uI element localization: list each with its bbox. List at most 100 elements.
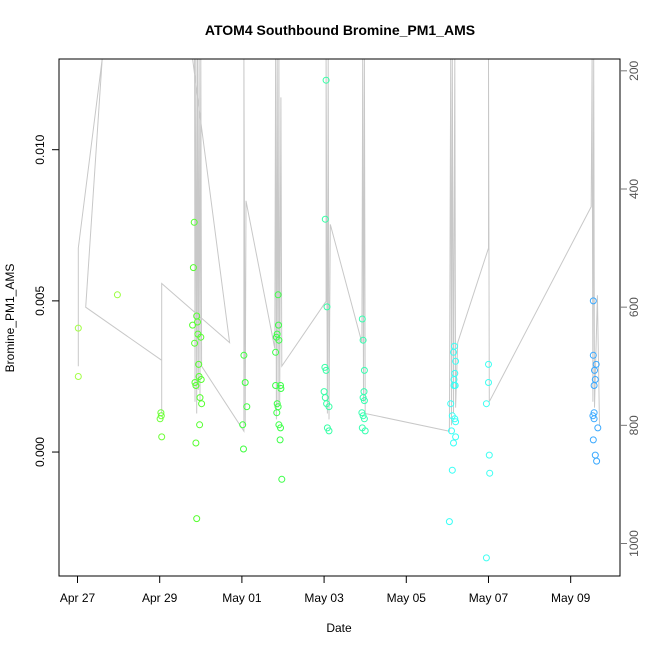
data-point xyxy=(593,457,601,465)
data-point xyxy=(74,373,82,380)
data-point xyxy=(240,445,247,453)
data-point xyxy=(452,357,460,365)
y-axis-label: Bromine_PM1_AMS xyxy=(3,264,17,373)
data-point xyxy=(193,515,201,523)
data-point xyxy=(275,321,282,329)
right-tick-label: 200 xyxy=(627,60,641,80)
data-point xyxy=(273,330,281,338)
data-point xyxy=(448,466,456,474)
data-point xyxy=(323,303,331,311)
right-tick-label: 1000 xyxy=(627,530,641,557)
right-tick-label: 400 xyxy=(627,179,641,199)
data-point xyxy=(197,376,205,383)
data-point xyxy=(277,382,284,389)
data-point xyxy=(325,427,333,435)
data-point xyxy=(273,409,281,417)
data-point xyxy=(486,469,494,477)
data-point xyxy=(450,439,457,447)
right-axis: 200 400 600 800 1000 xyxy=(620,60,641,557)
data-point xyxy=(452,433,460,441)
data-point xyxy=(277,385,285,392)
chart-title: ATOM4 Southbound Bromine_PM1_AMS xyxy=(205,22,475,38)
data-point xyxy=(192,382,200,389)
data-point xyxy=(273,400,281,408)
x-tick-label: May 01 xyxy=(222,591,262,605)
data-point xyxy=(277,424,284,432)
data-point xyxy=(594,424,602,432)
data-point xyxy=(322,76,330,84)
x-axis: Apr 27 Apr 29 May 01 May 03 May 05 May 07 May … xyxy=(60,575,591,605)
x-tick-label: May 07 xyxy=(469,591,509,605)
data-point xyxy=(451,382,459,389)
data-point xyxy=(320,388,328,396)
data-point xyxy=(358,409,366,417)
right-tick-label: 600 xyxy=(627,297,641,317)
x-tick-label: May 09 xyxy=(551,591,591,605)
y-tick-label: 0.005 xyxy=(33,286,47,316)
data-point xyxy=(243,403,251,411)
data-point xyxy=(156,415,164,423)
data-point xyxy=(276,436,284,444)
data-point xyxy=(451,415,459,423)
data-point xyxy=(241,379,249,386)
data-point xyxy=(485,451,493,459)
data-point xyxy=(359,336,367,344)
y-tick-label: 0.000 xyxy=(33,437,47,467)
data-point xyxy=(321,215,329,223)
data-point xyxy=(272,348,280,356)
right-tick-label: 800 xyxy=(627,415,641,435)
data-point xyxy=(322,366,330,374)
data-point xyxy=(239,421,247,429)
data-point xyxy=(195,360,203,368)
data-point xyxy=(590,415,598,423)
data-point xyxy=(191,379,199,386)
plot-frame xyxy=(58,58,621,577)
data-point xyxy=(589,351,597,359)
data-point xyxy=(589,297,597,305)
data-point xyxy=(74,324,82,332)
data-point xyxy=(189,321,197,329)
data-point xyxy=(240,351,248,359)
data-point xyxy=(360,415,368,423)
data-point xyxy=(591,366,598,374)
data-point xyxy=(445,518,453,526)
data-point xyxy=(482,400,490,408)
data-point xyxy=(452,418,460,426)
data-point xyxy=(590,382,598,389)
data-point xyxy=(113,291,121,299)
y-tick-label: 0.010 xyxy=(33,134,47,164)
data-point xyxy=(589,436,597,444)
data-points xyxy=(74,76,602,562)
data-point xyxy=(360,397,368,405)
data-point xyxy=(198,400,206,408)
data-point xyxy=(192,439,200,447)
x-axis-label: Date xyxy=(326,621,352,635)
data-point xyxy=(450,342,458,350)
data-point xyxy=(325,403,333,411)
data-point xyxy=(158,433,166,441)
x-tick-label: May 05 xyxy=(387,591,427,605)
data-point xyxy=(274,291,282,299)
data-point xyxy=(190,218,198,226)
data-point xyxy=(358,315,366,323)
data-point xyxy=(272,382,280,389)
altitude-line xyxy=(77,58,600,433)
x-tick-label: Apr 29 xyxy=(142,591,178,605)
data-point xyxy=(485,360,492,368)
data-point xyxy=(196,421,204,429)
data-point xyxy=(485,379,492,386)
x-tick-label: May 03 xyxy=(304,591,344,605)
data-point xyxy=(482,554,490,562)
data-point xyxy=(447,400,455,408)
data-point xyxy=(448,427,455,435)
data-point xyxy=(360,366,368,374)
data-point xyxy=(194,318,201,326)
y-axis: 0.000 0.005 0.010 xyxy=(33,134,60,467)
data-point xyxy=(197,333,205,341)
altitude-trace xyxy=(77,58,600,433)
data-point xyxy=(278,475,286,483)
x-tick-label: Apr 27 xyxy=(60,591,96,605)
data-point xyxy=(361,427,369,435)
data-point xyxy=(189,264,197,272)
